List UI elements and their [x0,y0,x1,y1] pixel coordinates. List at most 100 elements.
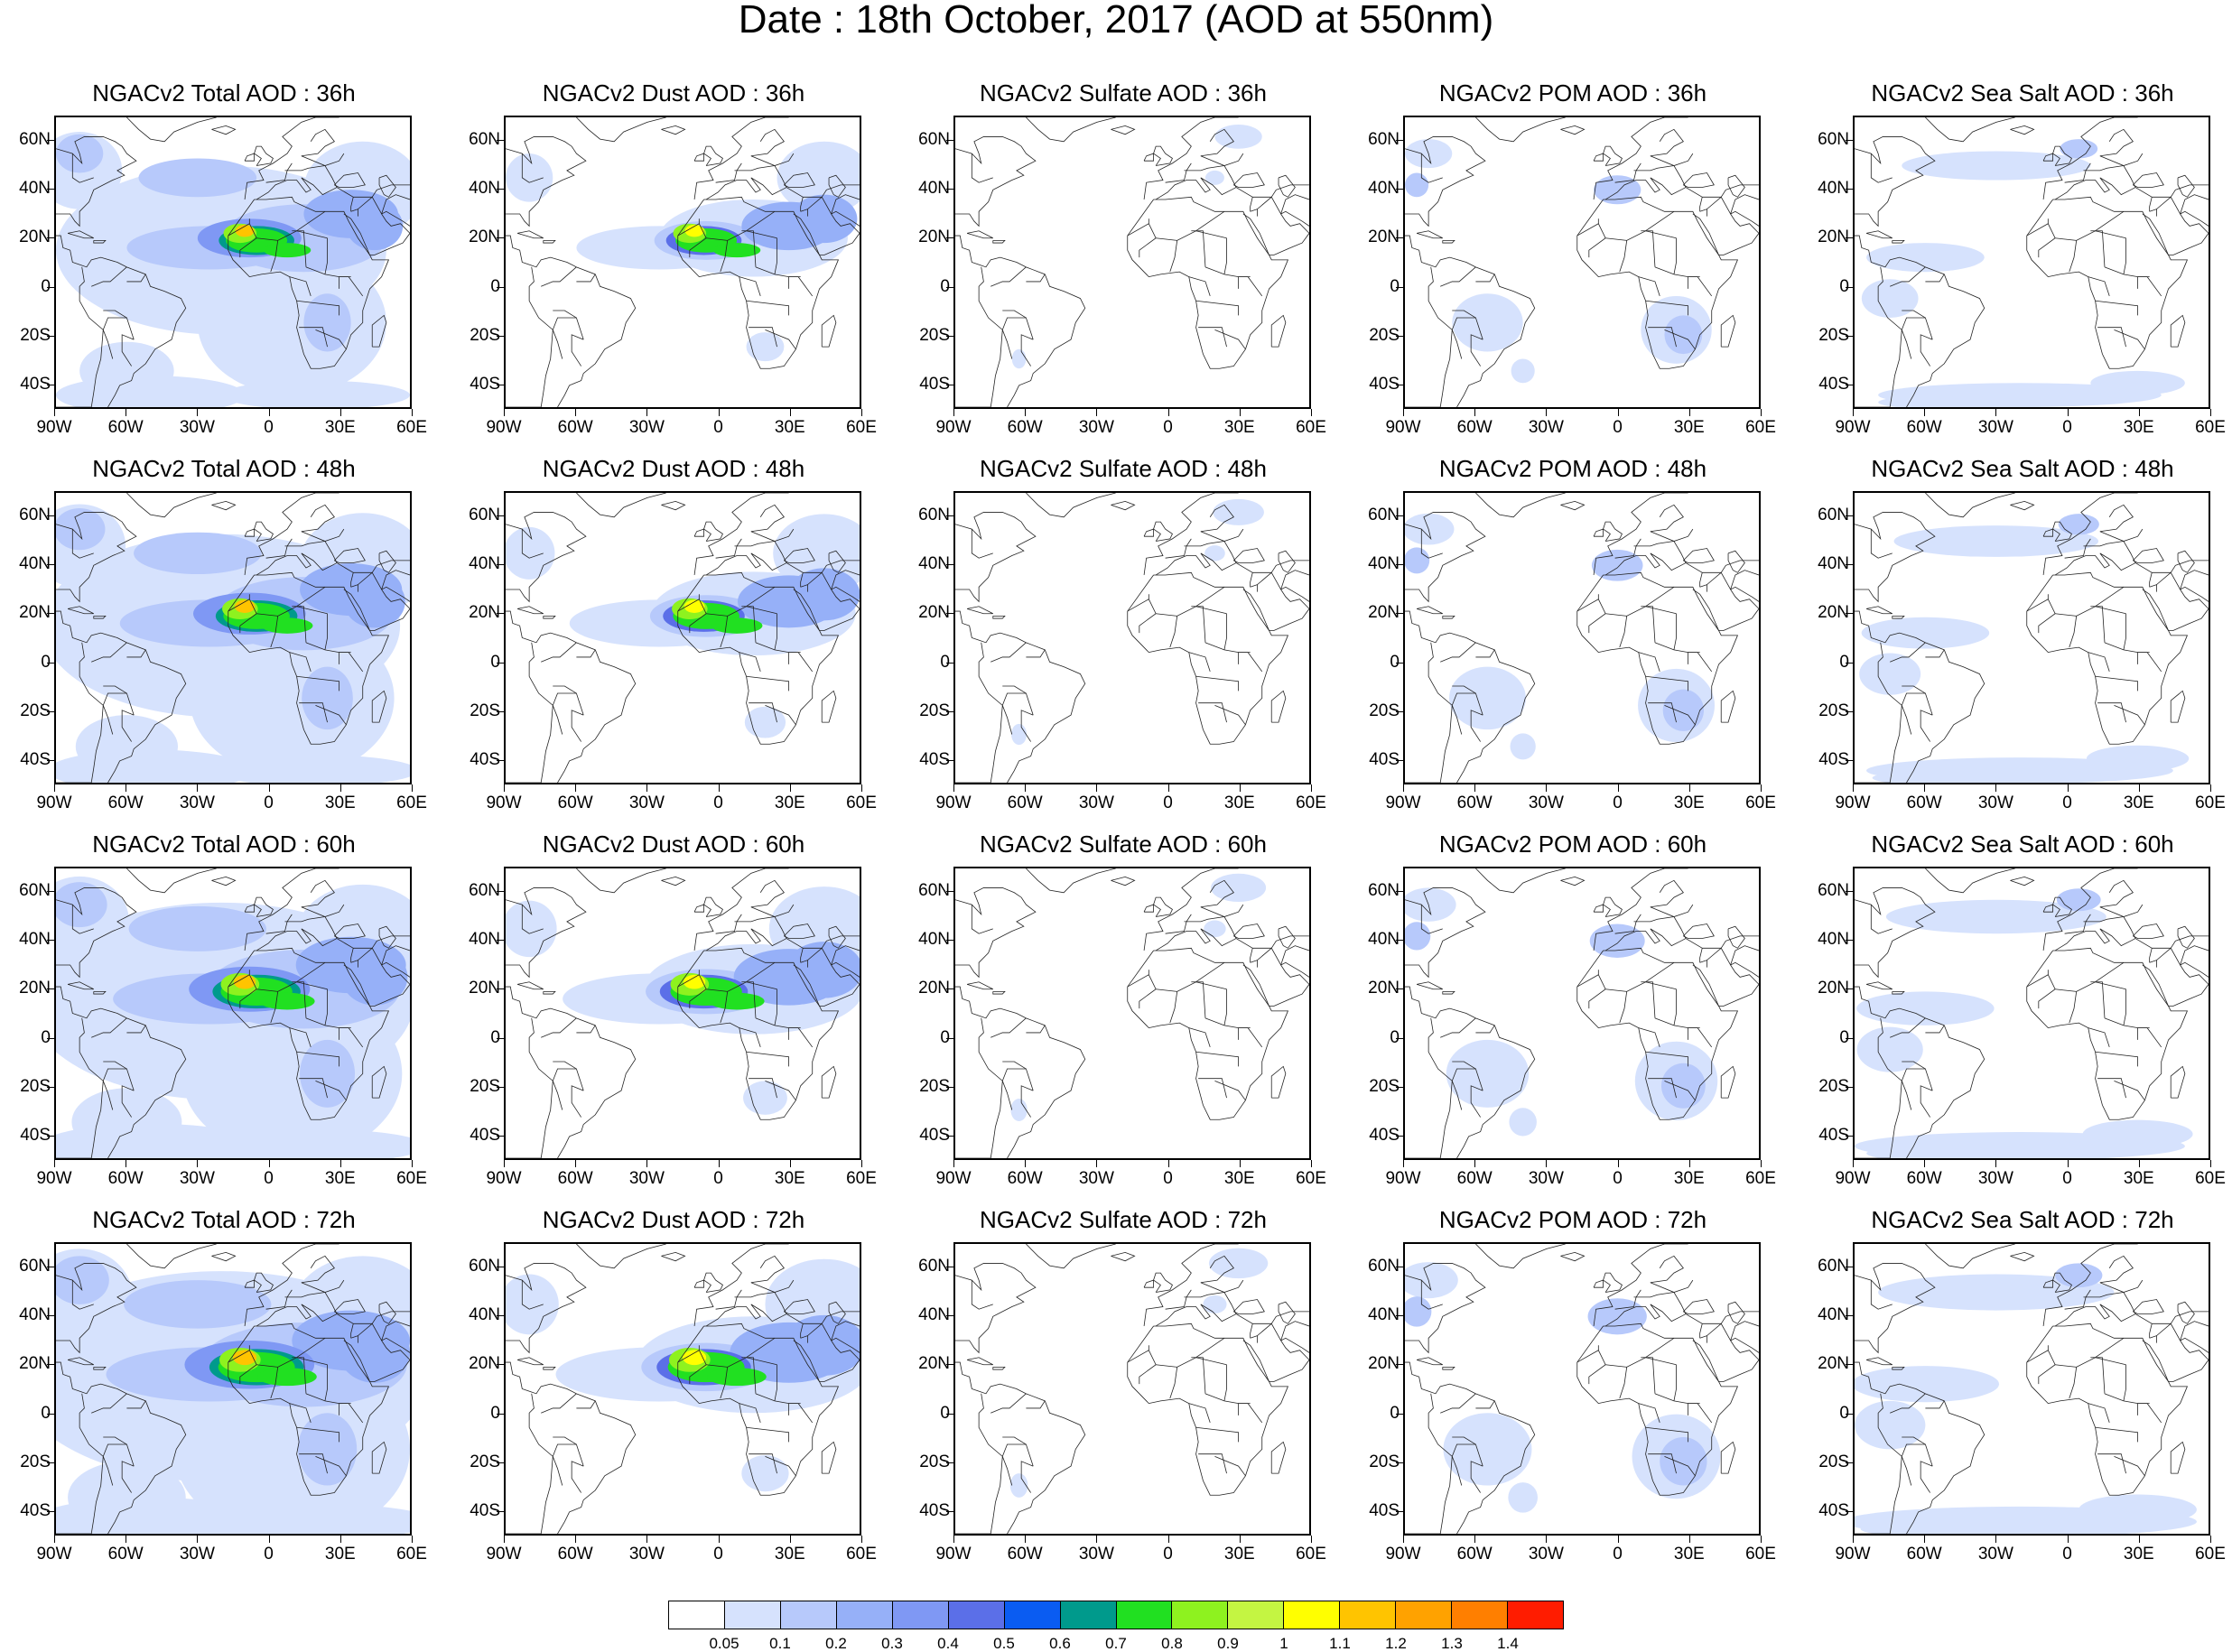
boundary-line [301,504,335,533]
boundary-line [821,1065,837,1099]
lat-tick-mark [1846,759,1853,761]
boundary-line [749,1453,777,1474]
boundary-line [126,493,217,518]
aod-contour [205,1128,410,1158]
boundary-line [1242,210,1309,255]
panel-title: NGACv2 POM AOD : 48h [1438,455,1707,482]
boundary-line [693,904,704,913]
boundary-line [966,606,993,615]
aod-contour [786,942,860,998]
boundary-line [1925,493,2015,518]
boundary-line [1200,504,1234,533]
map-plot-area [953,491,1311,784]
aod-contour [1902,151,2091,181]
boundary-line [1603,1272,1623,1293]
aod-contour [683,974,706,989]
boundary-line [1020,1461,1034,1493]
boundary-line [1901,705,1912,735]
aod-contour [1660,1063,1706,1109]
boundary-line [339,1027,351,1040]
lon-tick-mark [2067,784,2069,792]
lon-tick-label: 30E [324,1169,356,1188]
boundary-line [2088,276,2110,297]
boundary-line [2095,300,2138,316]
boundary-line [2038,974,2056,1009]
lon-tick-mark [1167,784,1169,792]
boundary-line [296,1426,339,1443]
boundary-line [1683,172,1715,188]
boundary-line [1855,986,1986,1158]
boundary-line [1865,230,1893,239]
boundary-line [1902,685,1926,694]
colorbar-label: 1.1 [1329,1635,1351,1652]
boundary-line [506,235,637,407]
boundary-line [971,529,993,559]
lon-tick-label: 30E [774,794,805,812]
boundary-line [2095,1337,2125,1359]
lon-tick-label: 60W [107,794,144,812]
lat-tick-mark [1396,662,1403,664]
boundary-line [121,334,135,367]
lat-tick-mark [1846,515,1853,517]
coastlines [1405,1244,1759,1534]
map-plot-area [1853,116,2210,409]
lat-tick-mark [47,1315,54,1317]
boundary-line [2097,702,2126,723]
boundary-line [1001,1456,1013,1486]
boundary-line [955,235,1086,407]
boundary-line [1576,594,1599,612]
boundary-line [1451,1456,1463,1486]
boundary-line [1002,310,1027,319]
lon-tick-mark [1924,409,1926,416]
panel-title: NGACv2 Sulfate AOD : 60h [980,831,1267,858]
coastlines [955,117,1309,407]
boundary-line [126,1025,146,1034]
boundary-line [56,136,137,227]
boundary-line [1633,1292,1675,1298]
lat-tick-label: 20N [1368,979,1400,998]
boundary-line [746,300,789,316]
lon-tick-mark [1617,1160,1619,1167]
boundary-line [1451,317,1483,340]
aod-contour [1866,1145,2032,1158]
lat-tick-label: 20S [1369,1452,1400,1471]
aod-contour [1213,498,1264,525]
boundary-line [1645,1051,1688,1067]
boundary-line [821,935,860,949]
boundary-line [2149,209,2157,217]
lat-tick-mark [1396,1462,1403,1463]
lat-tick-label: 0 [490,652,500,672]
boundary-line [1901,1456,1912,1486]
boundary-line [296,961,326,983]
lat-tick-mark [946,613,953,615]
boundary-line [1925,1244,2015,1269]
lat-tick-mark [47,1413,54,1415]
boundary-line [1865,981,1893,990]
boundary-line [2099,504,2134,533]
panel-title: NGACv2 Dust AOD : 72h [542,1206,805,1233]
lat-tick-mark [946,1315,953,1317]
boundary-line [661,876,686,886]
boundary-line [126,649,146,658]
boundary-line [689,599,707,634]
lat-tick-mark [1846,710,1853,712]
boundary-line [102,1068,135,1091]
boundary-line [1727,550,1745,573]
boundary-line [1720,690,1736,723]
boundary-line [71,1280,94,1310]
boundary-line [1475,649,1495,658]
lon-tick-label: 90W [1835,1545,1871,1564]
lon-tick-mark [1311,1160,1312,1167]
boundary-line [990,1017,1027,1038]
boundary-line [67,981,94,990]
lat-tick-label: 40S [1818,1125,1849,1145]
boundary-line [765,1081,796,1101]
boundary-line [971,905,993,934]
lon-tick-mark [2138,1160,2140,1167]
boundary-line [102,692,135,716]
lon-tick-mark [1474,784,1476,792]
lon-tick-mark [412,1536,413,1543]
boundary-line [1650,904,1694,917]
boundary-line [270,991,279,1024]
boundary-line [1588,223,1606,258]
